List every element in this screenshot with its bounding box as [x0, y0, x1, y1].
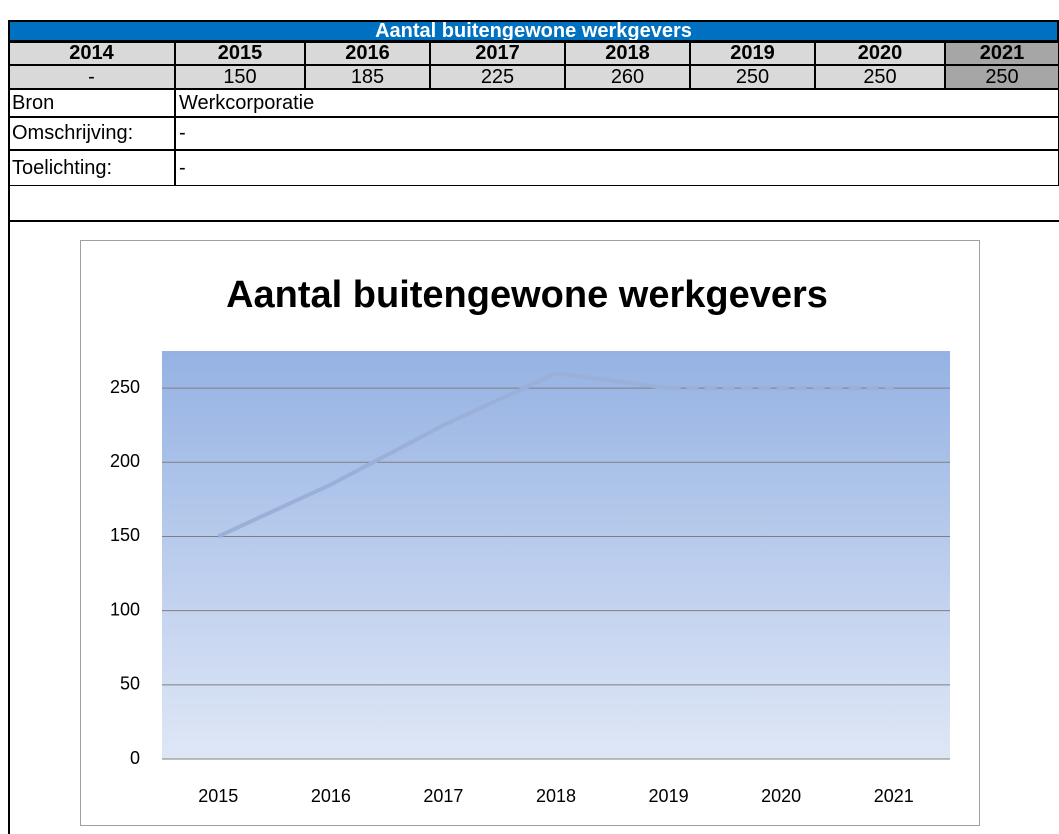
y-tick-label: 50 [120, 674, 140, 694]
row-value: Werkcorporatie [175, 89, 1059, 117]
year-header: 2019 [690, 42, 815, 65]
year-value: 150 [175, 65, 305, 89]
row-value: - [175, 150, 1059, 186]
x-tick-label: 2019 [649, 786, 689, 806]
year-header: 2018 [565, 42, 690, 65]
year-value: 225 [430, 65, 565, 89]
year-header: 2017 [430, 42, 565, 65]
year-value: 250 [945, 65, 1059, 89]
row-value: - [175, 117, 1059, 150]
x-tick-label: 2017 [423, 786, 463, 806]
y-tick-label: 150 [110, 525, 140, 545]
y-tick-label: 100 [110, 599, 140, 619]
year-header: 2014 [8, 42, 175, 65]
plot-area [162, 351, 950, 759]
chart: Aantal buitengewone werkgevers 0 50 100 150… [80, 240, 980, 826]
year-header: 2021 [945, 42, 1059, 65]
chart-title: Aantal buitengewone werkgevers [226, 274, 828, 316]
year-value: 250 [815, 65, 945, 89]
y-tick-label: 200 [110, 451, 140, 471]
x-tick-label: 2020 [761, 786, 801, 806]
row-label: Toelichting: [8, 150, 175, 186]
sheet-border [8, 222, 10, 834]
year-header: 2016 [305, 42, 430, 65]
year-header: 2015 [175, 42, 305, 65]
table-title: Aantal buitengewone werkgevers [8, 20, 1059, 42]
row-label: Bron [8, 89, 175, 117]
y-tick-label: 250 [110, 377, 140, 397]
y-tick-label: 0 [130, 748, 140, 768]
line-series [217, 371, 669, 539]
year-value: 185 [305, 65, 430, 89]
x-tick-label: 2016 [311, 786, 351, 806]
year-value: - [8, 65, 175, 89]
year-value: 260 [565, 65, 690, 89]
x-tick-label: 2021 [874, 786, 914, 806]
x-tick-label: 2015 [198, 786, 238, 806]
year-header: 2020 [815, 42, 945, 65]
x-tick-label: 2018 [536, 786, 576, 806]
row-label: Omschrijving: [8, 117, 175, 150]
year-value: 250 [690, 65, 815, 89]
